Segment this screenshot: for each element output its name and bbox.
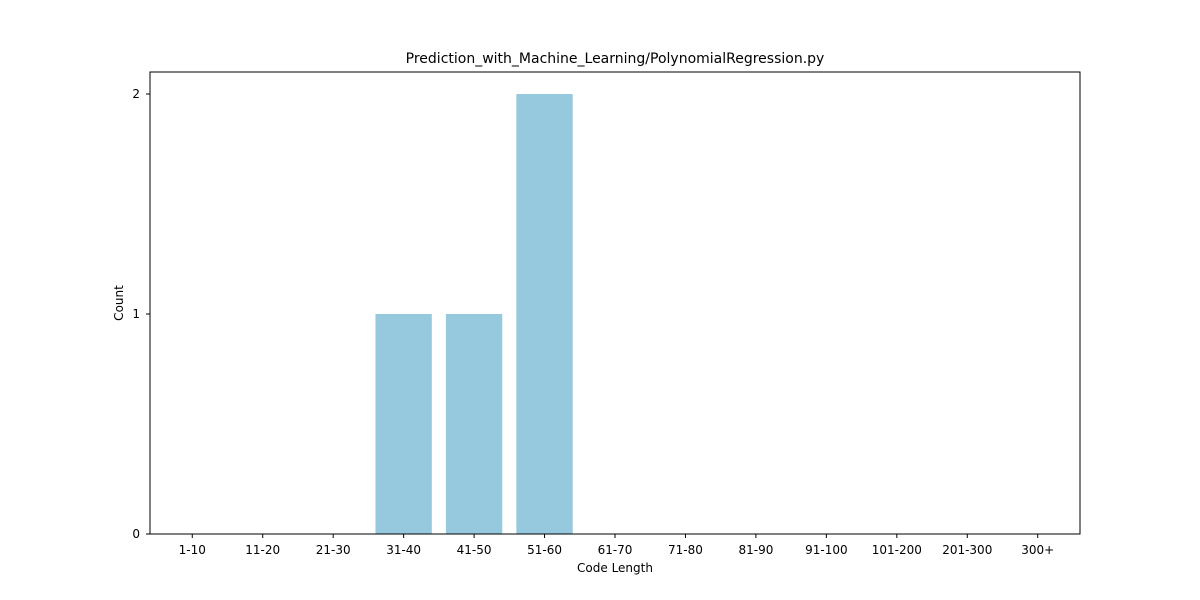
- bar-31-40: [375, 314, 432, 534]
- x-axis-title: Code Length: [577, 561, 653, 575]
- y-axis-title: Count: [112, 285, 126, 321]
- x-axis: 1-10 11-20 21-30 31-40 41-50 51-60 61-70 71-80 8…: [179, 534, 1054, 557]
- bar-51-60: [516, 94, 573, 534]
- x-tick-label: 31-40: [386, 543, 421, 557]
- x-tick-label: 41-50: [457, 543, 492, 557]
- x-tick-label: 61-70: [598, 543, 633, 557]
- x-tick-label: 11-20: [245, 543, 280, 557]
- x-tick-label: 51-60: [527, 543, 562, 557]
- y-tick-label: 1: [132, 307, 140, 321]
- bars-group: [375, 94, 573, 534]
- y-tick-label: 2: [132, 87, 140, 101]
- x-tick-label: 21-30: [316, 543, 351, 557]
- x-tick-label: 300+: [1021, 543, 1054, 557]
- x-tick-label: 91-100: [805, 543, 848, 557]
- plot-frame: [149, 71, 1081, 535]
- y-axis: 0 1 2: [132, 87, 150, 541]
- y-tick-label: 0: [132, 527, 140, 541]
- bar-41-50: [445, 314, 503, 534]
- x-tick-label: 81-90: [738, 543, 773, 557]
- chart-title: Prediction_with_Machine_Learning/Polynom…: [406, 51, 825, 67]
- x-tick-label: 201-300: [942, 543, 992, 557]
- x-tick-label: 101-200: [872, 543, 922, 557]
- x-tick-label: 71-80: [668, 543, 703, 557]
- x-tick-label: 1-10: [179, 543, 206, 557]
